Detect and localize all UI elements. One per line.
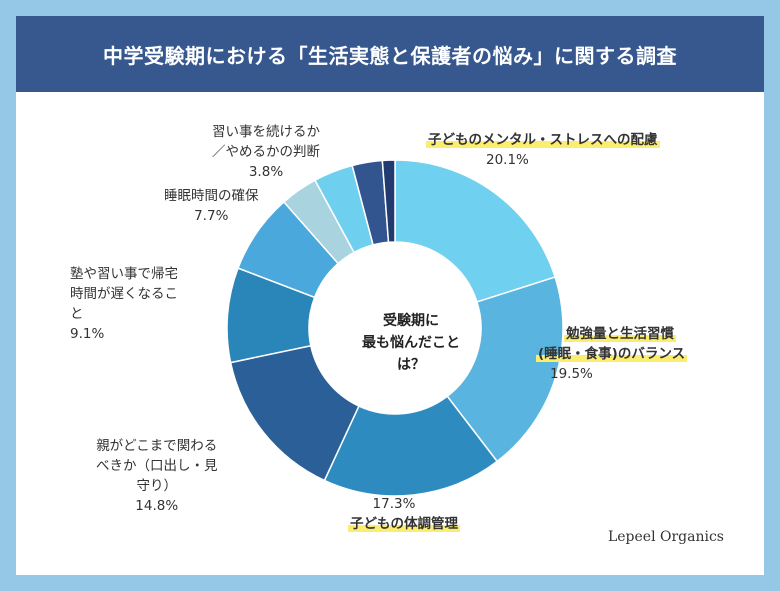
slice-label-text: (睡眠・食事)のバランス <box>536 346 688 362</box>
slice-label-balance: 勉強量と生活習慣 (睡眠・食事)のバランス 19.5% <box>536 324 688 384</box>
center-label-line: 最も悩んだことは？ <box>362 335 460 373</box>
slice-label-text: 塾や習い事で帰宅 <box>70 266 178 282</box>
slice-value: 20.1% <box>486 152 529 168</box>
chart-title: 中学受験期における「生活実態と保護者の悩み」に関する調査 <box>103 43 677 68</box>
slice-label-late-return: 塾や習い事で帰宅 時間が遅くなるこ と 9.1% <box>70 264 178 344</box>
slice-value: 9.1% <box>70 326 105 342</box>
slice-label-sleep: 睡眠時間の確保 7.7% <box>164 186 259 226</box>
slice-label-text: 睡眠時間の確保 <box>164 188 259 204</box>
slice-label-lessons: 習い事を続けるか ／やめるかの判断 3.8% <box>212 122 320 182</box>
slice-label-health: 17.3% 子どもの体調管理 <box>348 494 460 534</box>
donut-slice-0 <box>394 159 557 303</box>
slice-label-text: 子どものメンタル・ストレスへの配慮 <box>426 132 660 148</box>
slice-label-text: 習い事を続けるか <box>212 124 320 140</box>
chart-card: 中学受験期における「生活実態と保護者の悩み」に関する調査 受験期に 最も悩んだこ… <box>16 16 764 575</box>
slice-label-involvement: 親がどこまで関わる べきか（口出し・見 守り） 14.8% <box>96 436 218 516</box>
slice-value: 3.8% <box>248 164 284 180</box>
slice-label-text: ／やめるかの判断 <box>212 144 320 160</box>
center-label: 受験期に 最も悩んだことは？ <box>351 310 471 376</box>
slice-label-mental: 子どものメンタル・ストレスへの配慮 20.1% <box>426 130 660 170</box>
slice-label-text: 勉強量と生活習慣 <box>564 326 676 342</box>
slice-value: 17.3% <box>372 496 416 512</box>
slice-label-text: 親がどこまで関わる <box>96 438 218 454</box>
header-banner: 中学受験期における「生活実態と保護者の悩み」に関する調査 <box>16 16 764 92</box>
slice-label-text: 時間が遅くなるこ <box>70 286 178 302</box>
donut-slice-1 <box>446 276 564 463</box>
slice-value: 7.7% <box>194 208 229 224</box>
donut-slice-9 <box>381 159 396 244</box>
center-label-line: 受験期に <box>383 313 439 329</box>
slice-label-text: べきか（口出し・見 <box>96 458 218 474</box>
donut-chart <box>226 159 564 497</box>
brand-logo: Lepeel Organics <box>607 529 724 545</box>
slice-label-text: と <box>70 306 84 322</box>
slice-label-text: 守り） <box>136 478 178 494</box>
slice-value: 19.5% <box>550 366 593 382</box>
slice-value: 14.8% <box>135 498 179 514</box>
slice-label-text: 子どもの体調管理 <box>348 516 460 532</box>
